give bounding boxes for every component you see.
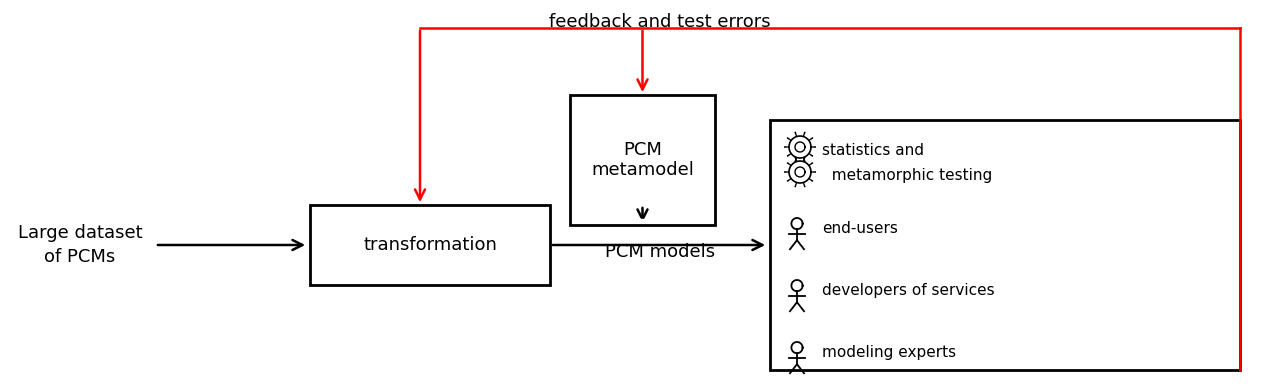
Text: transformation: transformation: [363, 236, 497, 254]
Text: PCM
metamodel: PCM metamodel: [592, 140, 694, 179]
Polygon shape: [803, 156, 806, 162]
Bar: [570, 95, 715, 225]
Polygon shape: [784, 146, 789, 148]
Polygon shape: [811, 171, 816, 173]
Text: Large dataset: Large dataset: [18, 224, 143, 242]
Text: metamorphic testing: metamorphic testing: [822, 168, 992, 182]
Text: developers of services: developers of services: [822, 282, 994, 298]
Bar: [310, 205, 550, 285]
Polygon shape: [787, 162, 792, 166]
Polygon shape: [794, 182, 797, 187]
Text: PCM models: PCM models: [604, 243, 715, 261]
Polygon shape: [808, 153, 813, 157]
Polygon shape: [803, 131, 806, 137]
Text: feedback and test errors: feedback and test errors: [550, 13, 771, 31]
Polygon shape: [808, 162, 813, 166]
Polygon shape: [787, 178, 792, 182]
Text: modeling experts: modeling experts: [822, 345, 956, 359]
Text: end-users: end-users: [822, 221, 898, 235]
Polygon shape: [803, 182, 806, 187]
Polygon shape: [794, 157, 797, 163]
Polygon shape: [794, 156, 797, 162]
Polygon shape: [784, 171, 789, 173]
Polygon shape: [808, 137, 813, 141]
Polygon shape: [794, 131, 797, 137]
Polygon shape: [811, 146, 816, 148]
Polygon shape: [803, 157, 806, 163]
Polygon shape: [808, 178, 813, 182]
Text: statistics and: statistics and: [822, 142, 924, 158]
Text: of PCMs: of PCMs: [45, 248, 116, 266]
Polygon shape: [787, 153, 792, 157]
Bar: [770, 120, 1241, 370]
Polygon shape: [787, 137, 792, 141]
